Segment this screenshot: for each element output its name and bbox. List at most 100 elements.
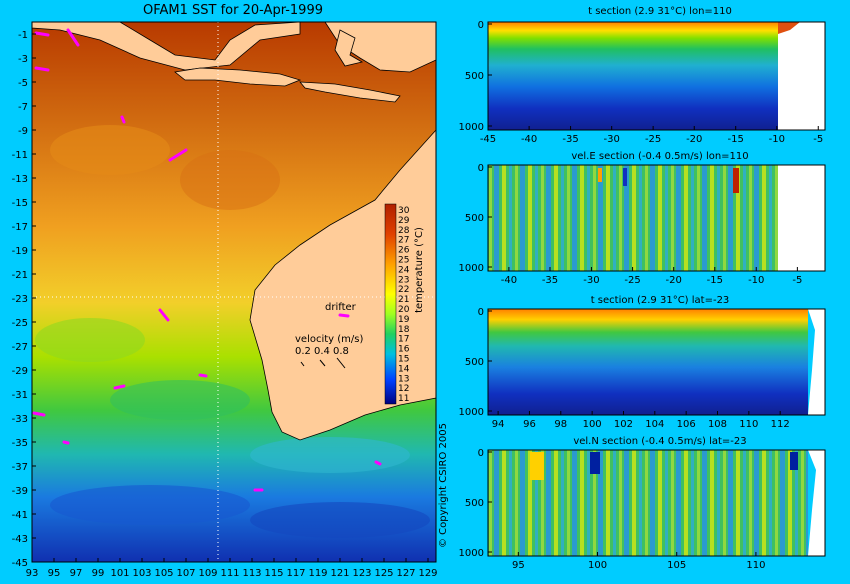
section-depth-label: 1000: [459, 407, 484, 418]
colorbar-tick-label: 12: [398, 384, 409, 394]
colorbar-tick-label: 26: [398, 246, 410, 256]
colorbar-tick-label: 13: [398, 374, 409, 384]
section-x-label: -45: [480, 134, 496, 145]
section-depth-label: 500: [465, 213, 484, 224]
drifter-track: [32, 411, 46, 417]
longitude-label: 129: [418, 568, 437, 579]
section-x-label: 100: [588, 560, 607, 571]
latitude-label: -33: [12, 414, 28, 425]
longitude-label: 103: [132, 568, 151, 579]
longitude-label: 97: [70, 568, 83, 579]
section-depth-label: 1000: [459, 263, 484, 274]
velocity-value-1: 0.2: [295, 346, 311, 357]
velocity-value-2: 0.4: [314, 346, 330, 357]
section-field: [488, 165, 778, 271]
section-x-label: 108: [708, 419, 727, 430]
drifter-track: [158, 308, 170, 322]
eddy-blue: [250, 502, 430, 538]
drifter-track: [62, 440, 70, 445]
section-depth-label: 500: [465, 357, 484, 368]
velocity-arrow-large: [336, 357, 346, 369]
section-x-label: -5: [792, 275, 802, 286]
section-x-label: 105: [667, 560, 686, 571]
section-panel-3: t section (2.9 31°C) lat=-23 0 500 1000 94 9…: [459, 295, 826, 430]
colorbar-tick-label: 30: [398, 206, 410, 216]
section-x-label: 112: [771, 419, 790, 430]
colorbar-tick-label: 25: [398, 256, 409, 266]
map-title: OFAM1 SST for 20-Apr-1999: [143, 3, 323, 18]
land-lesser-sunda: [299, 81, 401, 103]
section-x-label: -30: [604, 134, 620, 145]
latitude-label: -41: [12, 510, 28, 521]
longitude-label: 115: [264, 568, 283, 579]
section-warm-cap: [778, 22, 800, 34]
latitude-label: -43: [12, 534, 28, 545]
velocity-arrow-medium: [319, 359, 326, 367]
section-land: [778, 22, 825, 130]
section-depth-label: 0: [478, 448, 484, 459]
longitude-label: 93: [26, 568, 39, 579]
section-x-label: -15: [707, 275, 723, 286]
velocity-arrows: [300, 357, 346, 369]
section-x-label: -40: [501, 275, 517, 286]
map-panel: drifter velocity (m/s) 0.2 0.4 0.8: [31, 21, 437, 563]
eddy-warm: [50, 125, 170, 175]
section-depth-label: 0: [478, 307, 484, 318]
colorbar-tick-label: 15: [398, 355, 409, 365]
colorbar-swatch: [384, 203, 397, 405]
drifter-track: [113, 384, 126, 390]
copyright-notice: © Copyright CSIRO 2005: [438, 423, 449, 548]
colorbar-tick-label: 23: [398, 275, 409, 285]
eddy-cyan: [250, 437, 410, 473]
section-x-label: -15: [728, 134, 744, 145]
section-frame: [487, 164, 826, 272]
latitude-axis: -1 -3 -5 -7 -9 -11 -13 -15 -17 -19 -21 -23 -25 -27 -29…: [12, 30, 36, 569]
longitude-label: 117: [286, 568, 305, 579]
section-x-label: 96: [523, 419, 536, 430]
eddy-blue: [50, 485, 250, 525]
longitude-label: 119: [308, 568, 327, 579]
section-frame: [487, 449, 826, 557]
colorbar-label: temperature (°C): [414, 227, 425, 313]
colorbar-tick-label: 29: [398, 216, 410, 226]
longitude-label: 95: [48, 568, 61, 579]
section-land: [778, 165, 825, 271]
section-x-label: -20: [666, 275, 682, 286]
section-land: [808, 309, 825, 415]
land-java: [174, 67, 302, 87]
section-axes: 0 500 1000 94 96 98 100 102 104 106 108 110 112: [459, 307, 790, 430]
colorbar-tick-label: 17: [398, 335, 409, 345]
colorbar-tick-label: 19: [398, 315, 410, 325]
eddy-warm: [180, 150, 280, 210]
section-field: [488, 309, 808, 415]
latitude-label: -35: [12, 438, 28, 449]
latitude-label: -13: [12, 174, 28, 185]
latitude-label: -19: [12, 246, 28, 257]
longitude-label: 105: [154, 568, 173, 579]
latitude-label: -45: [12, 558, 28, 569]
drifter-track: [66, 28, 80, 47]
section-title: t section (2.9 31°C) lon=110: [588, 6, 732, 17]
latitude-label: -7: [18, 102, 28, 113]
latitude-label: -5: [18, 78, 28, 89]
drifter-legend-mark: [338, 313, 350, 318]
drifter-track: [374, 460, 382, 466]
section-field: [488, 22, 778, 130]
section-x-label: 102: [614, 419, 633, 430]
section-frame: [487, 21, 826, 131]
colorbar-tick-label: 28: [398, 226, 410, 236]
latitude-label: -11: [12, 150, 28, 161]
longitude-label: 127: [396, 568, 415, 579]
longitude-label: 113: [242, 568, 261, 579]
section-hotspot: [530, 452, 544, 480]
latitude-label: -29: [12, 366, 28, 377]
section-x-label: 106: [677, 419, 696, 430]
section-hotspot: [598, 168, 602, 182]
latitude-label: -31: [12, 390, 28, 401]
section-depth-label: 0: [478, 20, 484, 31]
longitude-label: 107: [176, 568, 195, 579]
section-x-label: 110: [746, 560, 765, 571]
section-x-label: 94: [492, 419, 505, 430]
